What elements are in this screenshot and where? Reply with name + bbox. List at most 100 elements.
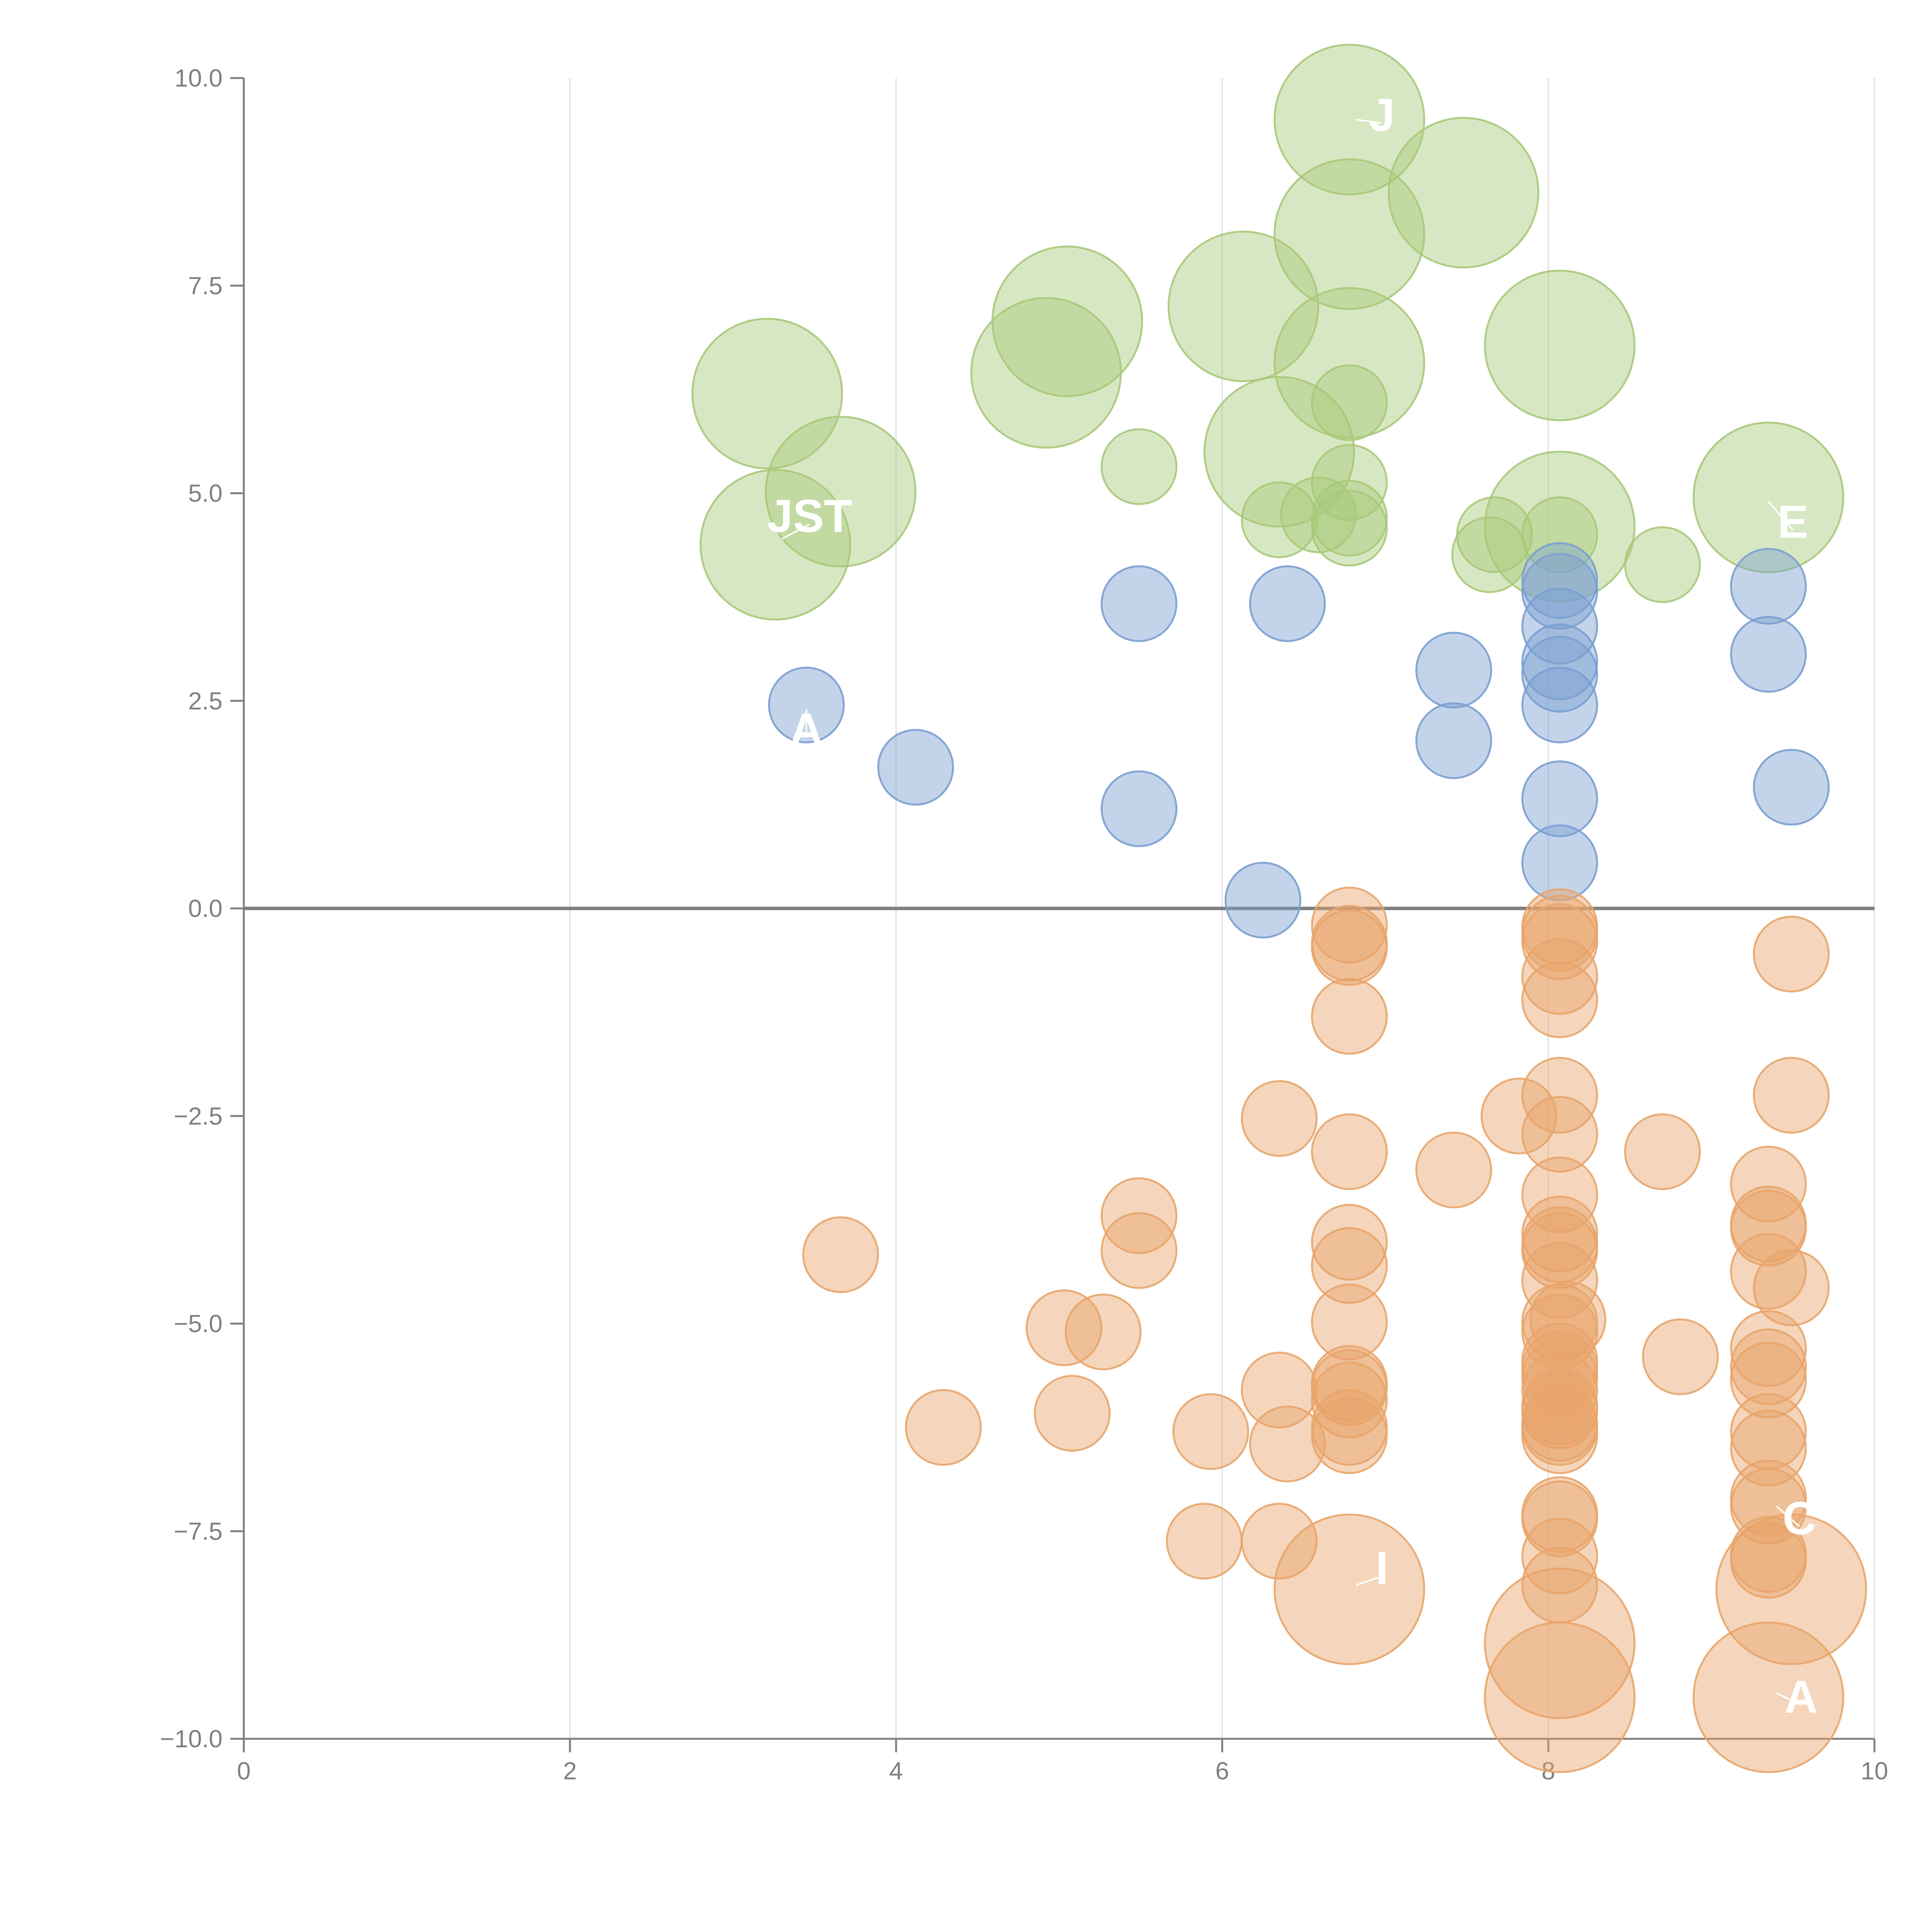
y-tick-label: 0.0 (188, 895, 223, 922)
bubble-orange (1753, 915, 1830, 993)
point-labels: J JST E A C I A (767, 89, 1818, 1723)
bubble-orange (1730, 1410, 1807, 1487)
bubble-orange (1521, 961, 1598, 1038)
bubble-orange (1730, 1468, 1807, 1545)
bubble-green (1311, 490, 1388, 567)
bubble-blue (1100, 565, 1178, 642)
bubble-orange (1311, 1113, 1388, 1190)
bubble-blue (1249, 565, 1326, 642)
point-label: E (1777, 496, 1808, 548)
bubble-orange (1065, 1293, 1142, 1371)
bubble-blue (1730, 548, 1807, 625)
bubble-blue (1730, 616, 1807, 693)
bubble-orange (1521, 1057, 1598, 1134)
bubble-blue (1521, 588, 1598, 665)
x-tick-label: 4 (889, 1757, 903, 1785)
bubble-orange (1730, 1522, 1807, 1599)
bubble-orange (1100, 1212, 1178, 1289)
point-label: A (790, 704, 823, 755)
bubble-green (1311, 480, 1388, 557)
bubbles (691, 44, 1867, 1773)
bubble-orange (1692, 1621, 1844, 1773)
bubble-blue (1415, 631, 1492, 709)
bubble-green (1203, 376, 1355, 528)
bubble-green (699, 469, 851, 621)
bubble-green (1100, 428, 1178, 505)
bubble-blue (1521, 542, 1598, 619)
y-tick-label: 7.5 (188, 272, 223, 299)
point-label: I (1376, 1542, 1388, 1594)
bubble-orange (1311, 1227, 1388, 1304)
bubble-orange (905, 1389, 982, 1466)
bubble-orange (1249, 1405, 1326, 1483)
bubble-green (691, 318, 843, 469)
bubble-blue (1521, 623, 1598, 701)
bubble-green (1274, 44, 1425, 196)
bubble-green (1311, 444, 1388, 521)
bubble-orange (1484, 1621, 1636, 1773)
label-leader-line (781, 523, 810, 540)
x-tick-label: 6 (1215, 1757, 1229, 1785)
bubble-blue (768, 667, 845, 743)
bubble-blue (1225, 862, 1301, 939)
label-leader-line (1768, 501, 1794, 531)
bubble-orange (1753, 1057, 1830, 1134)
bubble-blue (1521, 824, 1598, 901)
point-label: J (1369, 89, 1395, 141)
point-label: C (1783, 1493, 1816, 1544)
point-label: A (1784, 1671, 1818, 1723)
bubble-orange (1521, 1517, 1598, 1595)
bubble-orange (1241, 1503, 1318, 1580)
label-leader-line (1776, 1505, 1800, 1527)
bubble-orange (1529, 1281, 1606, 1358)
bubble-orange (1521, 1339, 1598, 1416)
bubble-orange (1521, 903, 1598, 980)
y-tick-label: 2.5 (188, 687, 223, 715)
bubble-orange (1521, 1397, 1598, 1474)
bubble-orange (1521, 1283, 1598, 1361)
bubble-green (1274, 158, 1425, 310)
x-tick-label: 0 (237, 1757, 251, 1785)
bubble-blue (1521, 667, 1598, 743)
bubble-orange (1415, 1131, 1492, 1209)
bubble-orange (1642, 1318, 1719, 1395)
bubble-orange (1311, 1204, 1388, 1281)
bubble-green (1451, 516, 1528, 593)
bubble-green (1624, 526, 1701, 603)
bubble-green (1484, 269, 1636, 422)
bubble-green (765, 416, 917, 568)
bubble-orange (1521, 1096, 1598, 1173)
bubble-orange (1034, 1375, 1111, 1452)
bubble-orange (1521, 1156, 1598, 1233)
bubble-orange (1730, 1190, 1807, 1267)
bubble-orange (1100, 1177, 1178, 1254)
y-tick-label: −7.5 (174, 1517, 223, 1545)
bubble-blue (1100, 770, 1178, 847)
bubble-orange (1484, 1567, 1636, 1719)
bubble-orange (1730, 1310, 1807, 1387)
bubble-green (1388, 117, 1539, 269)
bubble-orange (1521, 1212, 1598, 1289)
bubble-orange (1311, 886, 1388, 964)
bubble-orange (1624, 1113, 1701, 1190)
bubble-blue (1521, 636, 1598, 713)
x-tick-label: 10 (1861, 1757, 1888, 1785)
bubble-green (1167, 230, 1319, 383)
bubble-blue (877, 729, 954, 806)
bubble-green (1280, 476, 1357, 553)
point-label: JST (767, 490, 852, 542)
x-tick-label: 2 (563, 1757, 577, 1785)
bubble-orange (1311, 1349, 1388, 1426)
bubble-green (1241, 481, 1318, 558)
y-tick-label: −5.0 (174, 1310, 223, 1338)
bubble-green (1311, 364, 1388, 441)
bubble-blue (1521, 553, 1598, 630)
label-leader-line (1355, 1575, 1383, 1586)
bubble-orange (1311, 909, 1388, 986)
bubble-orange (1311, 1283, 1388, 1361)
bubble-orange (1521, 1372, 1598, 1449)
bubble-orange (1480, 1077, 1558, 1155)
bubble-orange (1172, 1393, 1249, 1470)
